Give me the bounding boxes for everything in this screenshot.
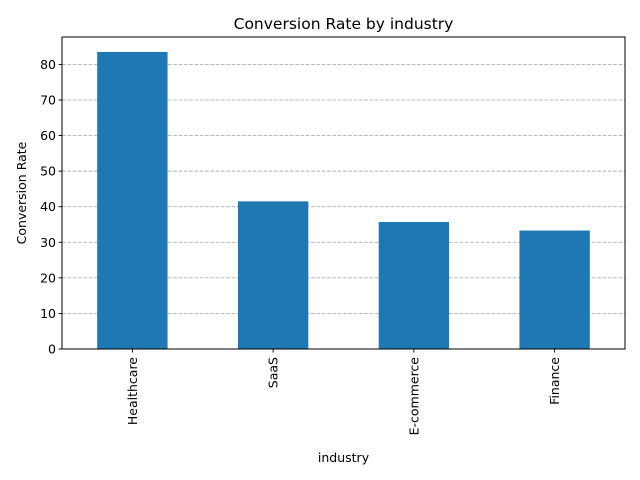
y-tick-label: 60 — [40, 128, 56, 143]
bars — [97, 51, 590, 350]
x-tick-label: E-commerce — [406, 357, 421, 436]
y-tick-label: 70 — [40, 92, 56, 107]
x-axis-ticks: Healthcare SaaS E-commerce Finance — [125, 349, 562, 435]
y-tick-label: 80 — [40, 57, 56, 72]
x-axis-label: industry — [318, 450, 370, 465]
x-tick-label: SaaS — [266, 357, 281, 388]
y-axis-label: Conversion Rate — [14, 141, 29, 244]
y-tick-label: 0 — [48, 342, 56, 357]
y-tick-label: 20 — [40, 270, 56, 285]
bar-saas — [237, 201, 309, 349]
bar-e-commerce — [378, 221, 450, 349]
y-axis-ticks: 0 10 20 30 40 50 60 70 80 — [40, 57, 62, 357]
x-tick-label: Healthcare — [125, 357, 140, 425]
y-tick-label: 40 — [40, 199, 56, 214]
plot-frame — [61, 36, 626, 350]
chart-title: Conversion Rate by industry — [234, 15, 454, 33]
bar-healthcare — [97, 51, 168, 350]
x-tick-label: Finance — [547, 357, 562, 405]
y-tick-label: 10 — [40, 306, 56, 321]
bar-finance — [519, 230, 590, 349]
y-tick-label: 30 — [40, 235, 56, 250]
y-tick-label: 50 — [40, 164, 56, 179]
